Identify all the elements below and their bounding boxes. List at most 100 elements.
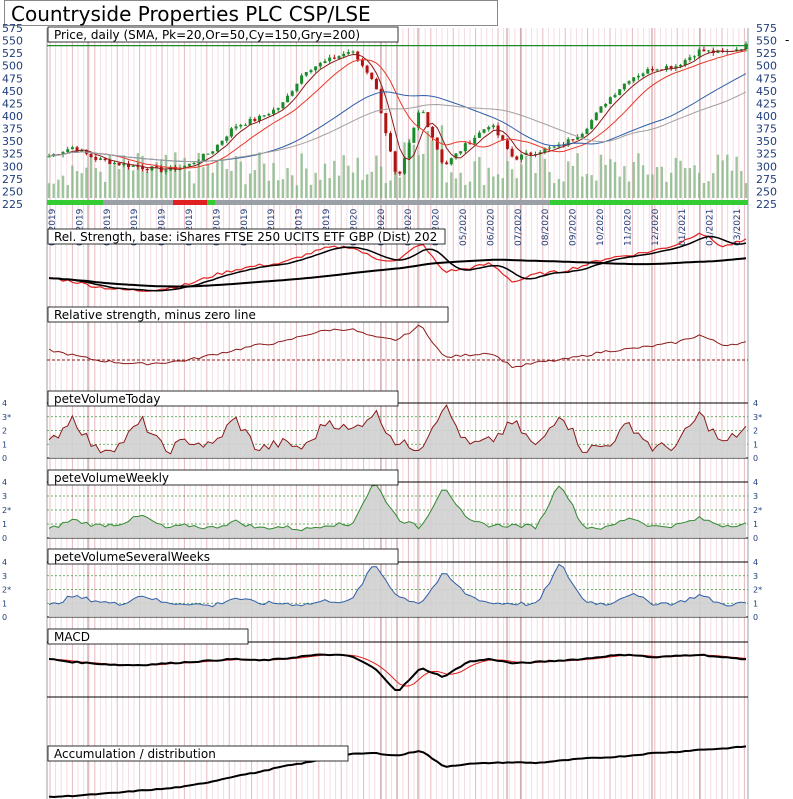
x-tick-label: 11/2019 bbox=[295, 208, 305, 246]
volume-area bbox=[49, 405, 746, 458]
volume-bar bbox=[581, 176, 584, 198]
volume-bar bbox=[468, 181, 472, 198]
x-tick-label: 02/2019 bbox=[48, 208, 58, 246]
volume-bar bbox=[286, 168, 289, 198]
candle-body bbox=[323, 61, 327, 64]
candle-body bbox=[94, 157, 98, 160]
candle-body bbox=[155, 166, 159, 168]
volume-bar bbox=[160, 159, 163, 198]
volume-bar bbox=[529, 153, 533, 198]
volume-bar bbox=[61, 175, 65, 198]
candle-body bbox=[594, 112, 598, 121]
y-tick-label-left: 0 bbox=[2, 454, 7, 463]
volume-bar bbox=[89, 155, 93, 198]
candle-body bbox=[533, 154, 537, 156]
volume-bar bbox=[473, 161, 476, 198]
y-tick-label-left: 1 bbox=[2, 440, 7, 449]
volume-bar bbox=[712, 173, 715, 198]
candle-body bbox=[679, 64, 683, 67]
candle-body bbox=[524, 152, 528, 155]
y-tick-label-right: 1 bbox=[753, 440, 758, 449]
candle-body bbox=[365, 65, 369, 73]
rs-line bbox=[48, 235, 747, 292]
candle-body bbox=[61, 152, 65, 155]
candle-body bbox=[136, 165, 140, 167]
y-tick-label-left: 0 bbox=[2, 534, 7, 543]
candle-body bbox=[468, 143, 472, 145]
volume-bar bbox=[730, 170, 734, 198]
y-tick-label-left: 4 bbox=[2, 399, 7, 408]
volume-bar bbox=[328, 178, 331, 198]
candle-body bbox=[201, 153, 205, 161]
candle-body bbox=[66, 149, 70, 153]
volume-bar bbox=[679, 160, 682, 198]
volume-bar bbox=[735, 156, 738, 198]
candle-body bbox=[636, 75, 640, 78]
candle-body bbox=[664, 66, 668, 70]
y-tick-label-left: 450 bbox=[2, 85, 23, 98]
volume-bar bbox=[510, 169, 514, 198]
candle-body bbox=[234, 126, 238, 129]
rs-label-box bbox=[47, 228, 446, 245]
price-panel: Price, daily (SMA, Pk=20,Or=50,Cy=150,Gr… bbox=[2, 22, 789, 246]
volume-bar bbox=[258, 152, 261, 198]
y-tick-label-left: 3 bbox=[2, 572, 7, 581]
volume-bar bbox=[627, 181, 631, 198]
x-tick-label: 10/2019 bbox=[267, 208, 277, 246]
y-tick-label-right: 525 bbox=[756, 47, 777, 60]
vol-today-panel: 4 4 3* 3* 2 2 1 1 0 0 bbox=[2, 399, 762, 463]
y-tick-label-right: 1 bbox=[753, 599, 758, 608]
candle-body bbox=[384, 113, 388, 134]
vol-several-label: peteVolumeSeveralWeeks bbox=[54, 550, 210, 564]
volume-bar bbox=[347, 165, 350, 198]
x-tick-label: 02/2021 bbox=[706, 209, 716, 246]
candle-body bbox=[127, 163, 131, 167]
candle-body bbox=[290, 91, 294, 96]
candle-body bbox=[286, 95, 290, 103]
volume-line bbox=[48, 563, 747, 608]
volume-bar bbox=[225, 168, 228, 198]
y-tick-label-left: 3 bbox=[2, 492, 7, 501]
candle-body bbox=[337, 56, 341, 59]
volume-bar bbox=[281, 179, 285, 198]
candle-body bbox=[112, 162, 116, 164]
candle-body bbox=[398, 171, 402, 174]
volume-bar bbox=[688, 168, 692, 198]
volume-bar bbox=[314, 172, 317, 198]
volume-bar bbox=[337, 175, 341, 198]
volume-bar bbox=[599, 154, 603, 198]
x-tick-label: 09/2020 bbox=[569, 208, 579, 246]
candle-body bbox=[192, 162, 196, 164]
candle-body bbox=[295, 83, 299, 92]
y-tick-label-right: 225 bbox=[756, 198, 777, 211]
y-tick-label-left: 2* bbox=[2, 586, 11, 595]
volume-bar bbox=[669, 172, 673, 198]
volume-bar bbox=[197, 152, 200, 198]
y-tick-label-left: 3* bbox=[2, 413, 11, 422]
volume-bar bbox=[632, 161, 635, 198]
macd-label: MACD bbox=[54, 630, 90, 644]
volume-bar bbox=[379, 166, 383, 198]
candle-body bbox=[141, 166, 145, 170]
candle-body bbox=[258, 115, 262, 121]
volume-bar bbox=[482, 185, 486, 198]
y-tick-label-left: 0 bbox=[2, 613, 7, 622]
volume-bar bbox=[389, 180, 392, 198]
y-tick-label-left: 250 bbox=[2, 185, 23, 198]
y-tick-label-right: 500 bbox=[756, 60, 777, 73]
candle-body bbox=[580, 133, 584, 138]
candle-body bbox=[716, 50, 720, 53]
volume-bar bbox=[384, 183, 388, 198]
x-tick-label: 02/2020 bbox=[377, 208, 387, 246]
candle-body bbox=[89, 153, 93, 158]
vol-weekly-label-box bbox=[47, 469, 399, 486]
rs-zero-line bbox=[48, 324, 747, 369]
volume-bar bbox=[520, 164, 523, 198]
x-tick-label: 04/2020 bbox=[432, 208, 442, 246]
vol-several-label-box bbox=[47, 548, 399, 565]
volume-bar bbox=[450, 172, 453, 198]
volume-bar bbox=[323, 163, 327, 198]
candle-body bbox=[318, 63, 322, 67]
volume-bar bbox=[164, 154, 168, 198]
chart-title: Countryside Properties PLC CSP/LSE bbox=[11, 2, 371, 26]
